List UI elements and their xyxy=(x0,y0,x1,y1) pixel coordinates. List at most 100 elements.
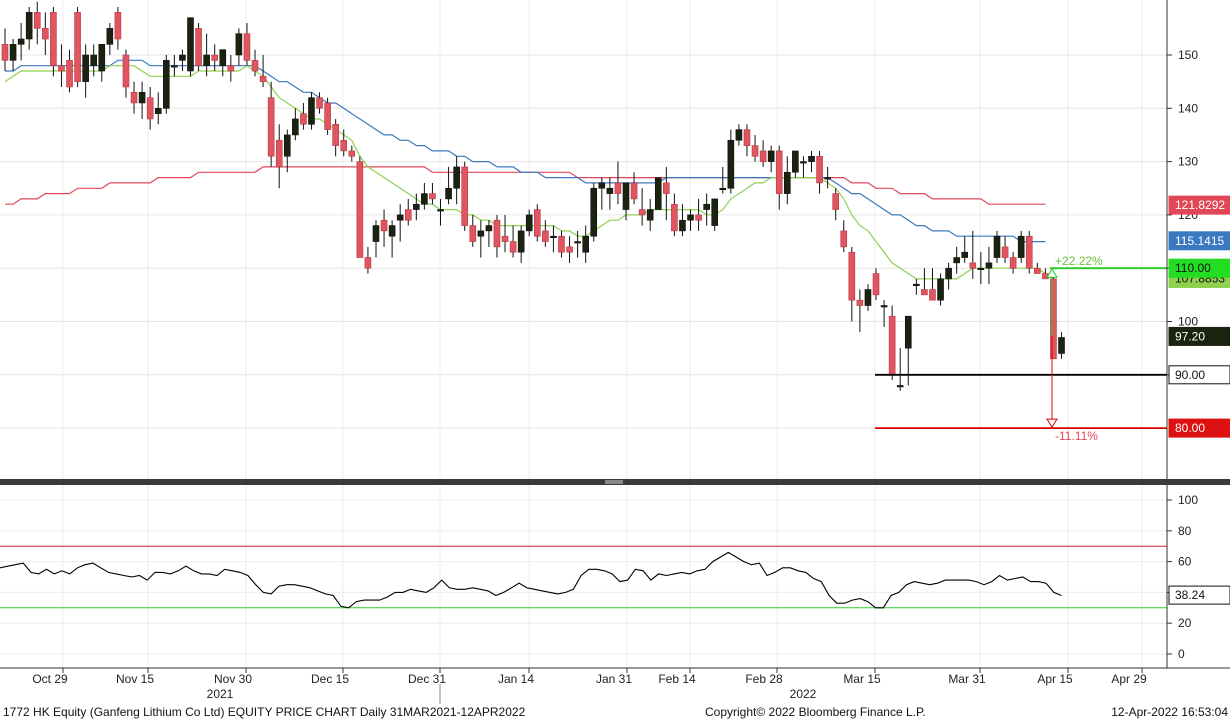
candle-body xyxy=(590,187,598,237)
candle xyxy=(106,23,114,55)
candle xyxy=(566,236,573,263)
candle-body xyxy=(267,97,275,157)
target-pct-label: +22.22% xyxy=(1055,254,1103,268)
year-label: 2022 xyxy=(790,687,817,701)
candle-body xyxy=(961,251,969,258)
candle-body xyxy=(743,129,751,146)
candle xyxy=(671,193,678,237)
candle-body xyxy=(17,38,25,45)
candle-body xyxy=(25,12,33,40)
candle-body xyxy=(179,54,186,61)
time-tick-label: Jan 14 xyxy=(498,672,534,686)
candle-body xyxy=(864,289,872,306)
candle-body xyxy=(211,54,218,61)
time-tick-label: Feb 28 xyxy=(745,672,783,686)
candle-body xyxy=(348,150,356,157)
candle xyxy=(840,220,848,253)
candle xyxy=(622,182,630,221)
candle xyxy=(146,86,154,130)
candle-body xyxy=(66,60,73,88)
candle xyxy=(195,23,202,71)
candle-body xyxy=(154,108,162,114)
candle xyxy=(679,204,686,237)
ma-long-value-tag-box xyxy=(1168,195,1230,215)
candle xyxy=(42,12,49,55)
candle xyxy=(25,7,33,50)
candle-body xyxy=(138,92,146,104)
candle-body xyxy=(824,177,831,180)
rsi-series xyxy=(0,545,1167,609)
candle xyxy=(743,124,751,157)
rsi-tick-label: 0 xyxy=(1178,647,1185,661)
candle xyxy=(74,7,81,87)
candle-body xyxy=(630,182,638,200)
candle xyxy=(82,44,89,98)
time-tick-label: Dec 31 xyxy=(408,672,446,686)
candle-body xyxy=(800,161,807,164)
chart-title: 1772 HK Equity (Ganfeng Lithium Co Ltd) … xyxy=(3,705,526,719)
candle-body xyxy=(896,385,904,388)
candle xyxy=(437,198,444,226)
candle-body xyxy=(848,251,856,301)
candle-body xyxy=(203,54,210,66)
candle xyxy=(517,225,525,263)
candle-body xyxy=(582,235,589,253)
candle xyxy=(348,145,356,162)
candle xyxy=(646,198,654,231)
rsi-value-tag-text: 38.24 xyxy=(1175,588,1205,602)
candle xyxy=(283,129,291,173)
candle xyxy=(324,97,331,135)
candle-body xyxy=(485,225,493,232)
candle-body xyxy=(711,198,719,226)
candle-body xyxy=(840,230,848,248)
candle-body xyxy=(171,65,178,68)
axes: 90100110120130140150020406080100Oct 29No… xyxy=(0,0,1230,704)
close-value-tag-box xyxy=(1168,326,1230,346)
candle xyxy=(937,273,944,306)
ma-mid-line xyxy=(5,59,1046,243)
support-level-tag-box xyxy=(1168,365,1230,385)
candle xyxy=(824,166,831,189)
time-tick-label: Oct 29 xyxy=(32,672,68,686)
candle xyxy=(638,188,646,226)
candle xyxy=(356,156,364,258)
candle xyxy=(582,225,589,263)
candle xyxy=(33,1,41,45)
candle xyxy=(364,246,372,274)
candle-body xyxy=(566,246,573,253)
candle xyxy=(501,214,509,253)
time-tick-label: Feb 14 xyxy=(658,672,696,686)
candle-body xyxy=(50,12,57,66)
candle xyxy=(961,236,969,263)
candle xyxy=(292,108,299,141)
candle-body xyxy=(235,33,243,56)
candle-body xyxy=(82,54,89,82)
candle-body xyxy=(638,209,646,216)
rsi-line xyxy=(0,551,1062,609)
candle xyxy=(1025,230,1033,274)
candle xyxy=(388,220,396,258)
copyright-notice: Copyright© 2022 Bloomberg Finance L.P. xyxy=(705,705,926,719)
candle-body xyxy=(404,209,412,221)
candle-body xyxy=(703,203,710,210)
candle-body xyxy=(856,299,864,306)
candle xyxy=(751,134,759,162)
rsi-value-tag-box xyxy=(1168,585,1230,605)
candle xyxy=(654,177,662,210)
candle xyxy=(977,252,985,285)
candle xyxy=(808,150,815,173)
candle-body xyxy=(816,155,823,184)
candle-body xyxy=(324,102,331,130)
candle-body xyxy=(533,209,541,237)
stop-level-tag-box xyxy=(1168,418,1230,438)
rsi-panel-grid xyxy=(0,485,1167,668)
year-label: 2021 xyxy=(207,687,234,701)
candle xyxy=(929,268,936,301)
candle xyxy=(154,92,162,125)
stop-pct-label: -11.11% xyxy=(1055,429,1098,443)
candle xyxy=(203,33,210,77)
candle xyxy=(396,204,404,242)
candle xyxy=(1058,332,1065,359)
time-tick-label: Dec 15 xyxy=(311,672,349,686)
candle-body xyxy=(130,92,138,104)
